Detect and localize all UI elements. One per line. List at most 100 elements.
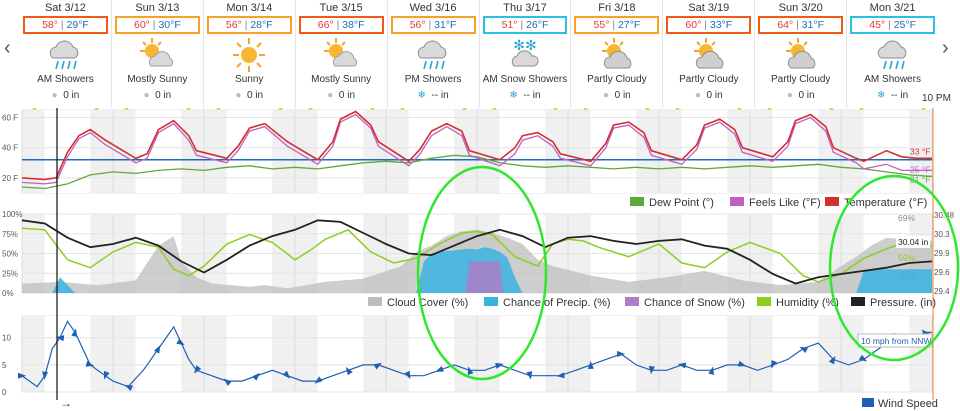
condition-text: PM Showers	[404, 74, 462, 85]
next-days-button[interactable]: ›	[942, 37, 949, 59]
temperature-range: 60° | 30°F	[114, 16, 200, 34]
hour-band	[363, 110, 375, 193]
wind-direction-arrow	[124, 384, 134, 391]
hour-band	[431, 316, 443, 392]
hour-band	[545, 110, 557, 193]
precip-value: 0 in	[338, 90, 356, 101]
precip-amount: ● 0 in	[204, 90, 295, 101]
low-temp: 31°F	[434, 19, 457, 31]
series-end-label: 30.04 in	[898, 237, 929, 247]
hour-band	[852, 110, 864, 193]
day-name: Fri 3/18	[598, 2, 636, 14]
wind-direction-arrow	[771, 360, 778, 369]
snowflake-icon: ❄	[877, 90, 886, 101]
hour-band	[522, 110, 534, 193]
y-tick-label: 0	[2, 388, 7, 397]
temperature-range: 58° | 29°F	[23, 16, 108, 34]
day-column[interactable]: Mon 3/14 56° | 28°F Sunny ● 0 in	[204, 0, 296, 112]
hour-band	[624, 316, 637, 392]
hour-band	[260, 316, 273, 392]
hour-band	[272, 316, 284, 392]
day-column[interactable]: Sat 3/12 58° | 29°F AM Showers ● 0 in	[20, 0, 112, 112]
wind-direction-arrow	[85, 360, 95, 367]
day-column[interactable]: Thu 3/17 51° | 26°F ✻✻ AM Snow Showers ❄ -- …	[480, 0, 572, 112]
day-column[interactable]: Fri 3/18 55° | 27°F Partly Cloudy ● 0 in	[571, 0, 664, 112]
hour-band	[556, 110, 568, 193]
day-column[interactable]: Mon 3/21 45° | 25°F AM Showers ❄ -- in	[847, 0, 938, 112]
wind-direction-arrow	[314, 376, 323, 384]
hour-band	[556, 316, 568, 392]
precip-value: 0 in	[614, 90, 631, 101]
hour-band	[374, 316, 386, 392]
day-column[interactable]: Sat 3/19 60° | 33°F Partly Cloudy ● 0 in	[663, 0, 756, 112]
hour-band	[283, 110, 295, 193]
hour-band	[886, 110, 898, 193]
temperature-range: 56° | 31°F	[390, 16, 476, 34]
hour-band	[647, 316, 659, 392]
temperature-range: 55° | 27°F	[574, 16, 660, 34]
hour-band	[272, 110, 284, 193]
hour-band	[340, 110, 352, 193]
day-column[interactable]: Sun 3/13 60° | 30°F Mostly Sunny ● 0 in	[112, 0, 204, 112]
hour-band	[56, 316, 68, 392]
temp-separator: |	[793, 19, 802, 31]
hour-band	[135, 316, 148, 392]
hour-band	[670, 316, 682, 392]
series-end-label: 30%	[898, 271, 915, 281]
hour-band	[590, 110, 603, 193]
day-column[interactable]: Sun 3/20 64° | 31°F Partly Cloudy ● 0 in	[755, 0, 848, 112]
previous-days-button[interactable]: ‹	[4, 37, 11, 59]
hour-band	[67, 316, 79, 392]
hour-band	[795, 316, 807, 392]
hour-band	[533, 110, 546, 193]
wind-direction-arrow	[194, 365, 202, 374]
high-temp: 66°	[317, 19, 334, 31]
wind-direction-arrow	[467, 366, 474, 376]
y-tick-label: 10	[2, 334, 11, 343]
hour-band	[772, 316, 785, 392]
hour-band	[659, 110, 671, 193]
day-column[interactable]: Tue 3/15 66° | 38°F Mostly Sunny ● 0 in	[296, 0, 388, 112]
temperature-range: 51° | 26°F	[482, 16, 568, 34]
wind-speed-line	[21, 320, 932, 388]
day-name: Mon 3/21	[869, 2, 916, 14]
hour-band	[147, 110, 159, 193]
condition-text: Sunny	[235, 74, 264, 85]
wind-direction-arrow	[921, 329, 930, 338]
precip-value: -- in	[431, 90, 449, 101]
legend-label: Dew Point (°)	[649, 197, 714, 209]
snow-chance-area	[22, 261, 932, 293]
hour-band	[704, 110, 716, 193]
precip-value: 0 in	[706, 90, 723, 101]
day-column[interactable]: Wed 3/16 56° | 31°F PM Showers ❄ -- in	[388, 0, 480, 112]
hour-band	[249, 316, 261, 392]
hour-band	[636, 110, 648, 193]
hour-band	[204, 316, 216, 392]
series-end-label: 69%	[898, 213, 915, 223]
condition-text: Partly Cloudy	[679, 74, 739, 85]
mostly-sunny-icon	[296, 36, 387, 74]
hour-band	[56, 110, 68, 193]
legend-label: Chance of Precip. (%)	[503, 297, 611, 309]
condition-text: Partly Cloudy	[770, 74, 831, 85]
hour-band	[90, 316, 102, 392]
legend-label: Feels Like (°F)	[749, 197, 821, 209]
precip-amount: ● 0 in	[571, 90, 662, 101]
high-temp: 45°	[869, 19, 886, 31]
hour-band	[283, 316, 295, 392]
hour-band	[863, 110, 876, 193]
wind-direction-arrow	[737, 360, 747, 367]
hour-band	[693, 316, 705, 392]
hour-band	[920, 316, 932, 392]
precip-amount: ❄ -- in	[847, 90, 938, 101]
condition-text: AM Snow Showers	[482, 74, 568, 85]
hour-band	[386, 110, 398, 193]
hour-band	[124, 316, 136, 392]
wind-direction-arrow	[103, 370, 110, 380]
hour-band	[909, 110, 921, 193]
showers-icon	[388, 36, 479, 74]
raindrop-icon: ●	[694, 90, 701, 101]
wind-direction-arrow	[677, 362, 687, 369]
legend-label: Temperature (°F)	[844, 197, 927, 209]
y-tick-label: 0%	[2, 289, 14, 298]
